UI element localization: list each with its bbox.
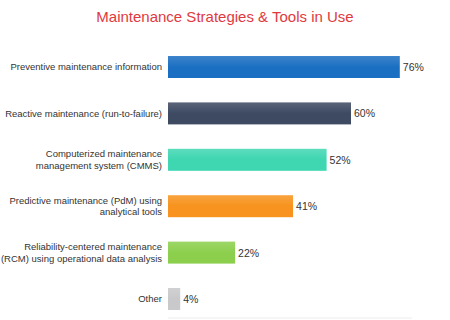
value-axis-line <box>168 318 412 319</box>
bar <box>168 195 293 217</box>
category-label: Reliability-centered maintenance (RCM) u… <box>0 231 162 275</box>
bars <box>168 56 400 310</box>
category-label: Other <box>0 277 162 320</box>
title: Maintenance Strategies & Tools in Use <box>96 8 353 25</box>
data-label: 60% <box>354 107 375 119</box>
category-label: Predictive maintenance (PdM) using analy… <box>0 184 162 228</box>
bar <box>168 56 400 78</box>
data-label: 52% <box>330 154 351 166</box>
bar <box>168 242 235 264</box>
bar <box>168 102 351 124</box>
chart-container: Maintenance Strategies & Tools in Use 76%… <box>0 0 450 320</box>
data-label: 76% <box>403 61 424 73</box>
data-label: 4% <box>183 293 198 305</box>
data-label: 41% <box>296 200 317 212</box>
category-label: Preventive maintenance information <box>0 45 162 89</box>
bar <box>168 149 327 171</box>
category-label: Computerized maintenance management syst… <box>0 138 162 182</box>
bar <box>168 288 180 310</box>
category-label: Reactive maintenance (run-to-failure) <box>0 91 162 135</box>
data-label: 22% <box>238 247 259 259</box>
